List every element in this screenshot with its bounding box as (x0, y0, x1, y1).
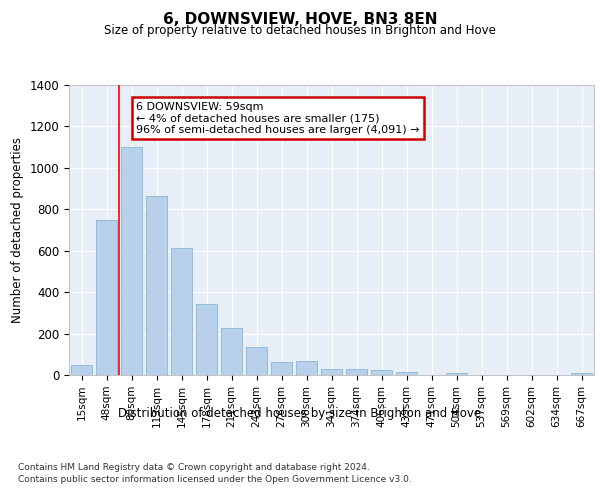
Y-axis label: Number of detached properties: Number of detached properties (11, 137, 24, 323)
Bar (446, 372, 467, 375)
Bar (396, 372, 417, 375)
Bar (196, 304, 217, 375)
Bar (71, 364, 92, 375)
Text: Size of property relative to detached houses in Brighton and Hove: Size of property relative to detached ho… (104, 24, 496, 37)
Bar (146, 196, 167, 375)
Text: Distribution of detached houses by size in Brighton and Hove: Distribution of detached houses by size … (118, 408, 482, 420)
Bar (221, 328, 242, 375)
Bar (346, 369, 367, 375)
Bar (121, 147, 142, 375)
Text: 6 DOWNSVIEW: 59sqm
← 4% of detached houses are smaller (175)
96% of semi-detache: 6 DOWNSVIEW: 59sqm ← 4% of detached hous… (137, 102, 420, 135)
Bar (571, 372, 592, 375)
Bar (171, 248, 192, 375)
Text: 6, DOWNSVIEW, HOVE, BN3 8EN: 6, DOWNSVIEW, HOVE, BN3 8EN (163, 12, 437, 28)
Bar (371, 370, 392, 375)
Text: Contains public sector information licensed under the Open Government Licence v3: Contains public sector information licen… (18, 475, 412, 484)
Bar (321, 369, 342, 375)
Text: Contains HM Land Registry data © Crown copyright and database right 2024.: Contains HM Land Registry data © Crown c… (18, 462, 370, 471)
Bar (246, 347, 267, 375)
Bar (296, 360, 317, 375)
Bar (96, 220, 117, 375)
Bar (271, 362, 292, 375)
